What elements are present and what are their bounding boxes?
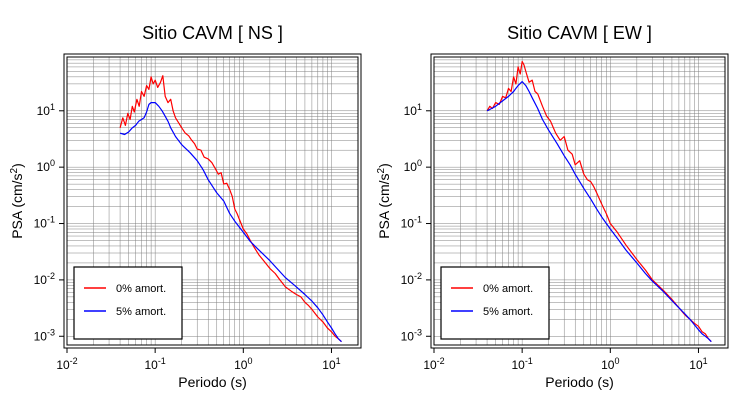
series-line-blue	[119, 101, 342, 343]
y-label-tail: )	[9, 163, 25, 168]
chart-title: Sitio CAVM [ EW ]	[507, 23, 652, 43]
tick-base: 10	[689, 358, 703, 372]
tick-exponent: 1	[703, 356, 708, 366]
tick-exponent: -2	[70, 356, 78, 366]
tick-base: 10	[144, 358, 158, 372]
y-tick-label: 10-2	[34, 271, 55, 287]
tick-base: 10	[37, 104, 51, 118]
x-axis-label: Periodo (s)	[545, 374, 613, 390]
y-tick-label: 10-3	[401, 327, 422, 343]
tick-base: 10	[234, 358, 248, 372]
y-label-main: PSA (cm/s	[9, 173, 25, 238]
tick-base: 10	[56, 358, 70, 372]
y-tick-label: 101	[37, 102, 55, 118]
tick-base: 10	[423, 358, 437, 372]
tick-exponent: 1	[417, 102, 422, 112]
legend-box	[440, 266, 550, 340]
legend-label: 5% amort.	[483, 306, 533, 318]
tick-base: 10	[401, 273, 415, 287]
x-tick-label: 100	[601, 356, 619, 372]
y-tick-label: 100	[404, 158, 422, 174]
tick-base: 10	[511, 358, 525, 372]
tick-base: 10	[401, 329, 415, 343]
y-label-superscript: 2	[9, 167, 20, 173]
plot-frame-outer	[430, 53, 729, 349]
tick-base: 10	[401, 217, 415, 231]
series-line-red	[486, 60, 712, 343]
legend: 0% amort. 5% amort.	[440, 266, 550, 340]
tick-exponent: 0	[247, 356, 252, 366]
tick-base: 10	[34, 273, 48, 287]
y-label-main: PSA (cm/s	[376, 173, 392, 238]
tick-exponent: -2	[414, 271, 422, 281]
tick-base: 10	[404, 104, 418, 118]
tick-exponent: 0	[417, 158, 422, 168]
tick-base: 10	[601, 358, 615, 372]
tick-exponent: -2	[47, 271, 55, 281]
y-label-tail: )	[376, 163, 392, 168]
x-tick-label: 10-1	[511, 356, 532, 372]
y-tick-label: 10-3	[34, 327, 55, 343]
tick-base: 10	[34, 217, 48, 231]
tick-base: 10	[322, 358, 336, 372]
x-tick-label: 101	[322, 356, 340, 372]
tick-base: 10	[34, 329, 48, 343]
tick-base: 10	[404, 160, 418, 174]
tick-exponent: 0	[50, 158, 55, 168]
x-axis-label: Periodo (s)	[178, 374, 246, 390]
legend: 0% amort. 5% amort.	[73, 266, 183, 340]
y-label-superscript: 2	[376, 167, 387, 173]
tick-exponent: 0	[614, 356, 619, 366]
tick-exponent: -3	[414, 327, 422, 337]
tick-exponent: -2	[437, 356, 445, 366]
tick-exponent: -1	[414, 215, 422, 225]
tick-exponent: 1	[336, 356, 341, 366]
tick-base: 10	[37, 160, 51, 174]
legend-label: 0% amort.	[483, 283, 533, 295]
y-axis-label: PSA (cm/s2)	[9, 163, 25, 239]
tick-exponent: -1	[525, 356, 533, 366]
legend-box	[73, 266, 183, 340]
plot-frame	[66, 56, 359, 346]
tick-exponent: 1	[50, 102, 55, 112]
x-tick-label: 101	[689, 356, 707, 372]
y-axis-label: PSA (cm/s2)	[376, 163, 392, 239]
legend-label: 5% amort.	[116, 306, 166, 318]
plot-frame-outer	[63, 53, 362, 349]
legend-label: 0% amort.	[116, 283, 166, 295]
x-tick-label: 10-2	[423, 356, 444, 372]
series-line-blue	[486, 80, 712, 343]
y-tick-label: 10-1	[34, 215, 55, 231]
tick-exponent: -3	[47, 327, 55, 337]
y-tick-label: 100	[37, 158, 55, 174]
tick-exponent: -1	[158, 356, 166, 366]
x-tick-label: 10-2	[56, 356, 77, 372]
x-tick-label: 100	[234, 356, 252, 372]
tick-exponent: -1	[47, 215, 55, 225]
y-tick-label: 101	[404, 102, 422, 118]
series-line-red	[119, 75, 342, 343]
plot-frame	[433, 56, 726, 346]
y-tick-label: 10-2	[401, 271, 422, 287]
chart-title: Sitio CAVM [ NS ]	[142, 23, 283, 43]
x-tick-label: 10-1	[144, 356, 165, 372]
y-tick-label: 10-1	[401, 215, 422, 231]
